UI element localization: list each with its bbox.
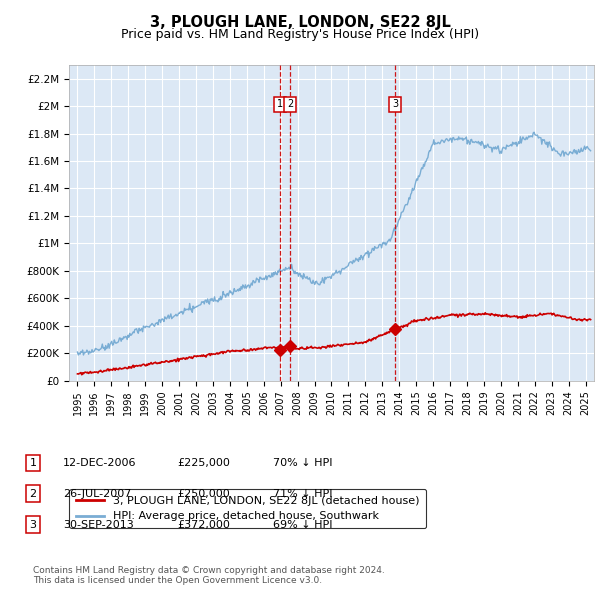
- Text: 12-DEC-2006: 12-DEC-2006: [63, 458, 137, 468]
- Text: 2: 2: [287, 99, 293, 109]
- Text: 71% ↓ HPI: 71% ↓ HPI: [273, 489, 332, 499]
- Text: 3, PLOUGH LANE, LONDON, SE22 8JL: 3, PLOUGH LANE, LONDON, SE22 8JL: [149, 15, 451, 30]
- Text: 30-SEP-2013: 30-SEP-2013: [63, 520, 134, 529]
- Text: 1: 1: [277, 99, 283, 109]
- Text: 26-JUL-2007: 26-JUL-2007: [63, 489, 131, 499]
- Text: Price paid vs. HM Land Registry's House Price Index (HPI): Price paid vs. HM Land Registry's House …: [121, 28, 479, 41]
- Text: 3: 3: [29, 520, 37, 529]
- Text: Contains HM Land Registry data © Crown copyright and database right 2024.
This d: Contains HM Land Registry data © Crown c…: [33, 566, 385, 585]
- Text: 3: 3: [392, 99, 398, 109]
- Text: 2: 2: [29, 489, 37, 499]
- Legend: 3, PLOUGH LANE, LONDON, SE22 8JL (detached house), HPI: Average price, detached : 3, PLOUGH LANE, LONDON, SE22 8JL (detach…: [70, 489, 426, 528]
- Text: 1: 1: [29, 458, 37, 468]
- Text: £372,000: £372,000: [177, 520, 230, 529]
- Text: 70% ↓ HPI: 70% ↓ HPI: [273, 458, 332, 468]
- Text: 69% ↓ HPI: 69% ↓ HPI: [273, 520, 332, 529]
- Text: £225,000: £225,000: [177, 458, 230, 468]
- Text: £250,000: £250,000: [177, 489, 230, 499]
